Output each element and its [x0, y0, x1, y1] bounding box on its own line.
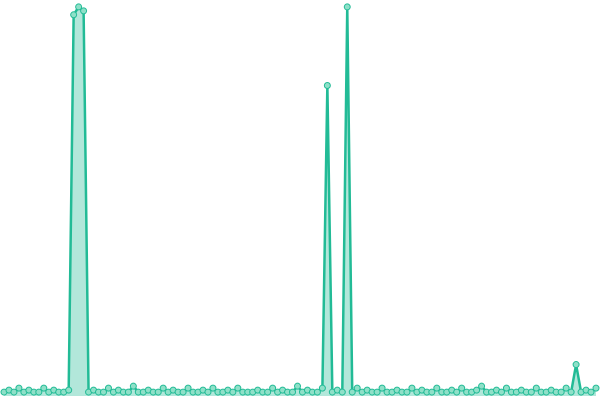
point	[229, 388, 237, 396]
point	[40, 384, 48, 392]
point	[478, 382, 486, 390]
area	[4, 6, 596, 397]
point	[80, 7, 88, 15]
point	[338, 388, 346, 396]
point	[353, 384, 361, 392]
line	[3, 5, 597, 394]
point	[313, 388, 321, 396]
point	[433, 384, 441, 392]
point	[592, 384, 600, 392]
point	[453, 388, 461, 396]
point	[562, 384, 570, 392]
point	[587, 388, 595, 396]
point	[473, 386, 481, 394]
point	[204, 388, 212, 396]
point	[428, 388, 436, 396]
point	[502, 384, 510, 392]
point	[294, 382, 302, 390]
point	[154, 388, 162, 396]
point	[403, 388, 411, 396]
point	[184, 384, 192, 392]
point	[378, 384, 386, 392]
point	[343, 3, 351, 11]
point	[10, 388, 18, 396]
point	[348, 388, 356, 396]
point	[527, 388, 535, 396]
point	[15, 384, 23, 392]
point	[99, 388, 107, 396]
point	[234, 384, 242, 392]
point	[289, 388, 297, 396]
point	[35, 388, 43, 396]
point	[497, 388, 505, 396]
point	[269, 384, 277, 392]
point	[209, 384, 217, 392]
point	[323, 82, 331, 90]
point	[104, 384, 112, 392]
point	[408, 384, 416, 392]
point	[179, 388, 187, 396]
point	[75, 3, 83, 11]
point	[572, 361, 580, 369]
point	[65, 386, 73, 394]
point	[264, 388, 272, 396]
point	[70, 11, 78, 19]
point	[567, 388, 575, 396]
point	[458, 384, 466, 392]
point	[532, 384, 540, 392]
point	[373, 388, 381, 396]
point	[129, 382, 137, 390]
point	[159, 384, 167, 392]
point	[318, 384, 326, 392]
point	[124, 388, 132, 396]
point	[557, 388, 565, 396]
